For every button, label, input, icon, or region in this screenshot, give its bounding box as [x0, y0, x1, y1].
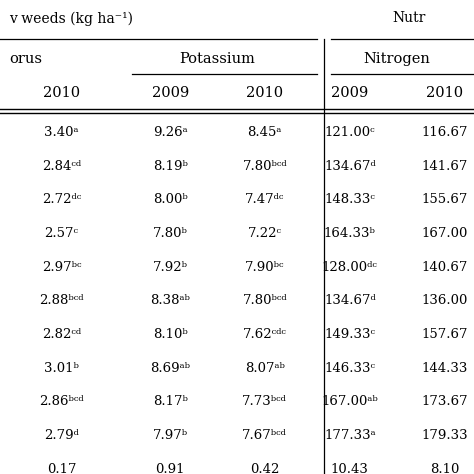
Text: 155.67: 155.67 [421, 193, 467, 206]
Text: 3.01ᵇ: 3.01ᵇ [44, 362, 79, 374]
Text: 179.33: 179.33 [421, 429, 468, 442]
Text: Potassium: Potassium [180, 52, 255, 65]
Text: 148.33ᶜ: 148.33ᶜ [324, 193, 375, 206]
Text: 0.42: 0.42 [250, 463, 279, 474]
Text: 2.84ᶜᵈ: 2.84ᶜᵈ [42, 160, 81, 173]
Text: 2010: 2010 [426, 86, 463, 100]
Text: 7.90ᵇᶜ: 7.90ᵇᶜ [245, 261, 284, 273]
Text: v weeds (kg ha⁻¹): v weeds (kg ha⁻¹) [9, 11, 134, 26]
Text: 8.07ᵃᵇ: 8.07ᵃᵇ [245, 362, 285, 374]
Text: 7.80ᵇ: 7.80ᵇ [153, 227, 188, 240]
Text: 2.86ᵇᶜᵈ: 2.86ᵇᶜᵈ [39, 395, 84, 408]
Text: 7.80ᵇᶜᵈ: 7.80ᵇᶜᵈ [242, 160, 287, 173]
Text: 2.57ᶜ: 2.57ᶜ [45, 227, 79, 240]
Text: 2010: 2010 [246, 86, 283, 100]
Text: 2009: 2009 [331, 86, 368, 100]
Text: 134.67ᵈ: 134.67ᵈ [324, 160, 376, 173]
Text: 2.97ᵇᶜ: 2.97ᵇᶜ [42, 261, 81, 273]
Text: 134.67ᵈ: 134.67ᵈ [324, 294, 376, 307]
Text: Nitrogen: Nitrogen [364, 52, 430, 65]
Text: 8.45ᵃ: 8.45ᵃ [247, 126, 282, 139]
Text: 7.47ᵈᶜ: 7.47ᵈᶜ [245, 193, 284, 206]
Text: 146.33ᶜ: 146.33ᶜ [324, 362, 375, 374]
Text: 167.00ᵃᵇ: 167.00ᵃᵇ [321, 395, 378, 408]
Text: 116.67: 116.67 [421, 126, 468, 139]
Text: 136.00: 136.00 [421, 294, 467, 307]
Text: 10.43: 10.43 [331, 463, 369, 474]
Text: 140.67: 140.67 [421, 261, 467, 273]
Text: 121.00ᶜ: 121.00ᶜ [325, 126, 375, 139]
Text: 157.67: 157.67 [421, 328, 468, 341]
Text: 177.33ᵃ: 177.33ᵃ [324, 429, 375, 442]
Text: 8.38ᵃᵇ: 8.38ᵃᵇ [150, 294, 190, 307]
Text: 173.67: 173.67 [421, 395, 468, 408]
Text: 8.00ᵇ: 8.00ᵇ [153, 193, 188, 206]
Text: 8.10ᵇ: 8.10ᵇ [153, 328, 188, 341]
Text: 7.22ᶜ: 7.22ᶜ [248, 227, 282, 240]
Text: 2010: 2010 [43, 86, 80, 100]
Text: 9.26ᵃ: 9.26ᵃ [153, 126, 188, 139]
Text: 7.80ᵇᶜᵈ: 7.80ᵇᶜᵈ [242, 294, 287, 307]
Text: 8.17ᵇ: 8.17ᵇ [153, 395, 188, 408]
Text: 7.67ᵇᶜᵈ: 7.67ᵇᶜᵈ [242, 429, 287, 442]
Text: 8.19ᵇ: 8.19ᵇ [153, 160, 188, 173]
Text: 2.72ᵈᶜ: 2.72ᵈᶜ [42, 193, 81, 206]
Text: 164.33ᵇ: 164.33ᵇ [324, 227, 376, 240]
Text: 141.67: 141.67 [421, 160, 467, 173]
Text: 2.79ᵈ: 2.79ᵈ [44, 429, 79, 442]
Text: Nutr: Nutr [392, 11, 426, 26]
Text: 149.33ᶜ: 149.33ᶜ [324, 328, 375, 341]
Text: 8.10: 8.10 [429, 463, 459, 474]
Text: 2009: 2009 [152, 86, 189, 100]
Text: 2.82ᶜᵈ: 2.82ᶜᵈ [42, 328, 81, 341]
Text: 128.00ᵈᶜ: 128.00ᵈᶜ [322, 261, 378, 273]
Text: 144.33: 144.33 [421, 362, 467, 374]
Text: orus: orus [9, 52, 43, 65]
Text: 8.69ᵃᵇ: 8.69ᵃᵇ [150, 362, 190, 374]
Text: 0.91: 0.91 [155, 463, 185, 474]
Text: 7.97ᵇ: 7.97ᵇ [153, 429, 188, 442]
Text: 7.92ᵇ: 7.92ᵇ [153, 261, 188, 273]
Text: 3.40ᵃ: 3.40ᵃ [44, 126, 79, 139]
Text: 7.73ᵇᶜᵈ: 7.73ᵇᶜᵈ [242, 395, 287, 408]
Text: 2.88ᵇᶜᵈ: 2.88ᵇᶜᵈ [39, 294, 84, 307]
Text: 167.00: 167.00 [421, 227, 467, 240]
Text: 0.17: 0.17 [47, 463, 76, 474]
Text: 7.62ᶜᵈᶜ: 7.62ᶜᵈᶜ [243, 328, 287, 341]
